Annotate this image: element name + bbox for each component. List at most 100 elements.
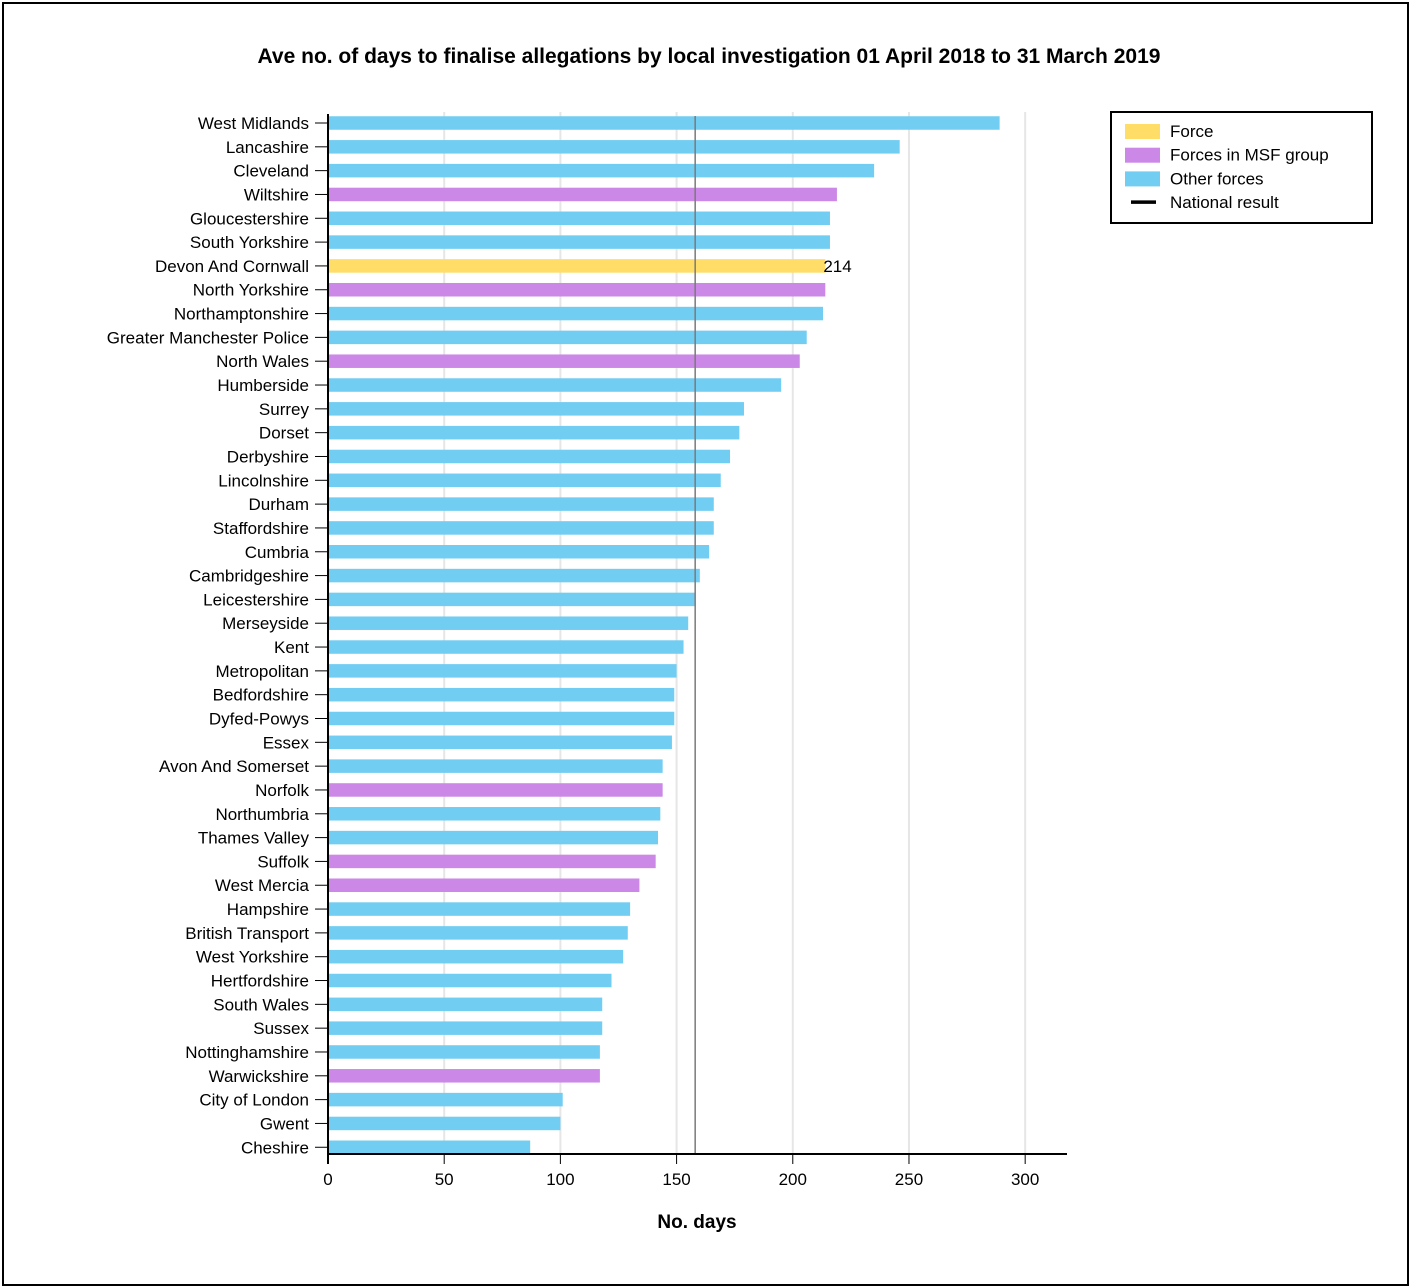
bar — [328, 568, 700, 583]
legend-label: Force — [1170, 122, 1213, 141]
category-label: Surrey — [259, 400, 310, 419]
bar — [328, 449, 731, 464]
category-label: Northumbria — [215, 805, 309, 824]
axes: 0 50 100 150 200 250 300 — [315, 114, 1067, 1189]
category-label: British Transport — [185, 924, 309, 943]
x-tick-label: 50 — [435, 1170, 454, 1189]
data-label: 214 — [823, 257, 851, 276]
bar — [328, 402, 744, 416]
category-label: Staffordshire — [213, 519, 309, 538]
bar — [328, 735, 672, 750]
bar — [328, 592, 696, 607]
category-label: Devon And Cornwall — [155, 257, 309, 276]
category-label: West Mercia — [215, 876, 310, 895]
bar — [328, 306, 823, 321]
bar — [328, 807, 661, 821]
category-label: North Yorkshire — [193, 281, 309, 300]
x-axis-label: No. days — [657, 1212, 736, 1233]
category-label: Hampshire — [227, 900, 309, 919]
legend-swatch — [1125, 147, 1160, 163]
x-tick-label: 200 — [779, 1170, 807, 1189]
category-label: Sussex — [253, 1019, 309, 1038]
category-label: Thames Valley — [198, 829, 310, 848]
bar — [328, 997, 603, 1012]
category-label: Lancashire — [226, 138, 309, 157]
bar — [328, 687, 675, 702]
bar — [328, 949, 624, 964]
category-label: Cheshire — [241, 1138, 309, 1157]
category-label: Dyfed-Powys — [209, 710, 309, 729]
category-label: North Wales — [216, 352, 309, 371]
x-tick-label: 100 — [546, 1170, 574, 1189]
category-label: Norfolk — [255, 781, 309, 800]
category-label: West Midlands — [198, 114, 309, 133]
category-label: Humberside — [217, 376, 309, 395]
x-tick-label: 250 — [895, 1170, 923, 1189]
legend-label: Other forces — [1170, 169, 1264, 188]
category-label: Metropolitan — [215, 662, 309, 681]
bar — [328, 521, 714, 535]
bar — [328, 973, 612, 988]
bar — [328, 259, 826, 273]
bar — [328, 187, 837, 202]
category-label: Gwent — [260, 1114, 309, 1133]
bar — [328, 616, 689, 630]
category-label: West Yorkshire — [196, 948, 309, 967]
bar — [328, 330, 807, 345]
category-label: South Wales — [213, 995, 309, 1014]
bar — [328, 759, 663, 773]
x-tick-label: 300 — [1011, 1170, 1039, 1189]
category-label: South Yorkshire — [190, 233, 309, 252]
bar — [328, 1140, 531, 1155]
bar — [328, 163, 875, 178]
category-label: Suffolk — [257, 852, 309, 871]
category-label: Northamptonshire — [174, 305, 309, 324]
bar — [328, 1116, 561, 1131]
bar — [328, 235, 830, 249]
bar — [328, 1069, 600, 1083]
legend-label: Forces in MSF group — [1170, 146, 1329, 165]
category-label: Derbyshire — [227, 447, 309, 466]
bar — [328, 640, 684, 654]
bars — [328, 116, 1000, 1155]
bar — [328, 1045, 600, 1059]
category-label: Gloucestershire — [190, 209, 309, 228]
bar — [328, 902, 631, 916]
bar — [328, 378, 782, 392]
category-label: Greater Manchester Police — [107, 328, 309, 347]
category-label: City of London — [199, 1091, 309, 1110]
bar — [328, 354, 800, 368]
bar — [328, 545, 710, 559]
bar — [328, 282, 826, 297]
bar — [328, 830, 658, 845]
x-tick-label: 150 — [662, 1170, 690, 1189]
bar — [328, 664, 677, 678]
bar — [328, 211, 830, 226]
legend-swatch — [1125, 124, 1160, 139]
bar — [328, 425, 740, 440]
bar — [328, 116, 1000, 130]
bar — [328, 878, 640, 892]
category-label: Cambridgeshire — [189, 567, 309, 586]
bar — [328, 1092, 563, 1107]
category-label: Avon And Somerset — [159, 757, 309, 776]
category-label: Warwickshire — [209, 1067, 309, 1086]
category-label: Essex — [263, 733, 310, 752]
bar — [328, 926, 628, 940]
category-label: Bedfordshire — [213, 686, 309, 705]
chart-title: Ave no. of days to finalise allegations … — [258, 45, 1161, 68]
category-label: Cleveland — [233, 162, 309, 181]
category-label: Kent — [274, 638, 309, 657]
bar — [328, 711, 675, 726]
x-tick-label: 0 — [323, 1170, 332, 1189]
category-labels: West Midlands Lancashire Cleveland Wiltshir… — [107, 114, 852, 1157]
bar — [328, 854, 656, 869]
category-label: Wiltshire — [244, 185, 309, 204]
bar — [328, 497, 714, 511]
legend-label: National result — [1170, 193, 1279, 212]
category-label: Hertfordshire — [211, 972, 309, 991]
category-label: Merseyside — [222, 614, 309, 633]
bar — [328, 473, 721, 488]
bar — [328, 140, 900, 154]
